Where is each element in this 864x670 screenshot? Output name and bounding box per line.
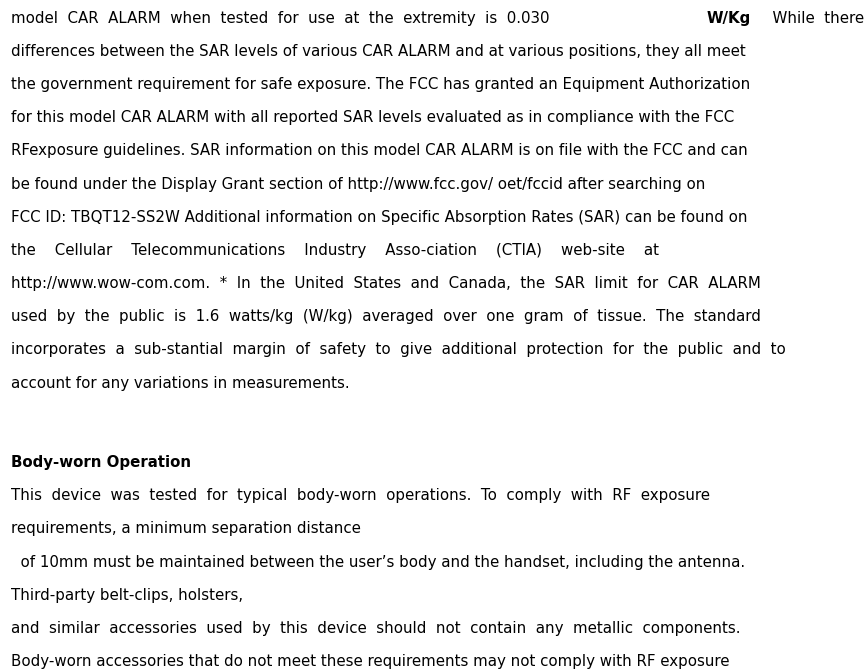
Text: This  device  was  tested  for  typical  body-worn  operations.  To  comply  wit: This device was tested for typical body-… xyxy=(11,488,710,503)
Text: model  CAR  ALARM  when  tested  for  use  at  the  extremity  is  0.030: model CAR ALARM when tested for use at t… xyxy=(11,11,550,25)
Text: of 10mm must be maintained between the user’s body and the handset, including th: of 10mm must be maintained between the u… xyxy=(11,555,746,570)
Text: http://www.wow-com.com.  *  In  the  United  States  and  Canada,  the  SAR  lim: http://www.wow-com.com. * In the United … xyxy=(11,276,761,291)
Text: incorporates  a  sub-stantial  margin  of  safety  to  give  additional  protect: incorporates a sub-stantial margin of sa… xyxy=(11,342,786,357)
Text: the government requirement for safe exposure. The FCC has granted an Equipment A: the government requirement for safe expo… xyxy=(11,77,751,92)
Text: used  by  the  public  is  1.6  watts/kg  (W/kg)  averaged  over  one  gram  of : used by the public is 1.6 watts/kg (W/kg… xyxy=(11,309,761,324)
Text: Body-worn Operation: Body-worn Operation xyxy=(11,455,191,470)
Text: Third-party belt-clips, holsters,: Third-party belt-clips, holsters, xyxy=(11,588,244,603)
Text: While  there  may  be: While there may be xyxy=(763,11,864,25)
Text: for this model CAR ALARM with all reported SAR levels evaluated as in compliance: for this model CAR ALARM with all report… xyxy=(11,111,734,125)
Text: Body-worn accessories that do not meet these requirements may not comply with RF: Body-worn accessories that do not meet t… xyxy=(11,654,730,669)
Text: and  similar  accessories  used  by  this  device  should  not  contain  any  me: and similar accessories used by this dev… xyxy=(11,621,740,636)
Text: be found under the Display Grant section of http://www.fcc.gov/ oet/fccid after : be found under the Display Grant section… xyxy=(11,176,706,192)
Text: the    Cellular    Telecommunications    Industry    Asso-ciation    (CTIA)    w: the Cellular Telecommunications Industry… xyxy=(11,243,659,258)
Text: RFexposure guidelines. SAR information on this model CAR ALARM is on file with t: RFexposure guidelines. SAR information o… xyxy=(11,143,748,158)
Text: account for any variations in measurements.: account for any variations in measuremen… xyxy=(11,375,350,391)
Text: W/Kg: W/Kg xyxy=(706,11,750,25)
Text: requirements, a minimum separation distance: requirements, a minimum separation dista… xyxy=(11,521,361,537)
Text: FCC ID: TBQT12-SS2W Additional information on Specific Absorption Rates (SAR) ca: FCC ID: TBQT12-SS2W Additional informati… xyxy=(11,210,747,224)
Text: differences between the SAR levels of various CAR ALARM and at various positions: differences between the SAR levels of va… xyxy=(11,44,746,59)
